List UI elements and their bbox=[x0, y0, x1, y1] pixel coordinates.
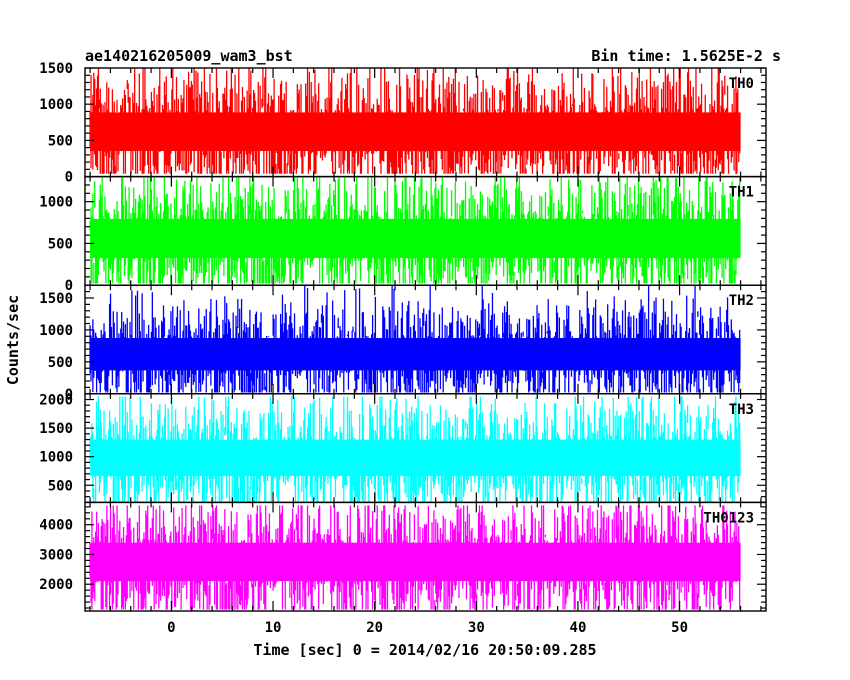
y-tick-label: 1500 bbox=[39, 291, 73, 307]
x-tick-label: 10 bbox=[265, 620, 282, 636]
chart-title: ae140216205009_wam3_bst bbox=[85, 47, 293, 65]
y-tick-label: 2000 bbox=[39, 393, 73, 409]
x-tick-label: 40 bbox=[570, 620, 587, 636]
x-tick-label: 0 bbox=[167, 620, 175, 636]
y-tick-label: 0 bbox=[65, 170, 73, 186]
y-tick-label: 3000 bbox=[39, 547, 73, 563]
y-axis-label: Counts/sec bbox=[4, 295, 22, 385]
y-tick-label: 1500 bbox=[39, 421, 73, 437]
series-th0 bbox=[89, 68, 741, 174]
y-tick-label: 1500 bbox=[39, 61, 73, 77]
x-tick-label: 20 bbox=[366, 620, 383, 636]
panel-label: TH3 bbox=[729, 402, 754, 418]
y-tick-label: 500 bbox=[48, 133, 73, 149]
panel-th0123: 2000 3000 4000 TH0123 bbox=[39, 501, 767, 612]
y-tick-label: 1000 bbox=[39, 195, 73, 211]
panel-label: TH1 bbox=[729, 185, 754, 201]
series-th2 bbox=[89, 285, 741, 393]
y-tick-label: 2000 bbox=[39, 577, 73, 593]
panel-label: TH0123 bbox=[703, 510, 754, 526]
x-tick-label: 30 bbox=[468, 620, 485, 636]
y-tick-label: 500 bbox=[48, 236, 73, 252]
y-tick-label: 0 bbox=[65, 278, 73, 294]
panel-label: TH2 bbox=[729, 293, 754, 309]
series-th1 bbox=[89, 176, 741, 284]
y-tick-label: 1000 bbox=[39, 450, 73, 466]
series-th3 bbox=[89, 396, 741, 503]
panel-th1: 0 500 1000 TH1 bbox=[39, 175, 767, 294]
y-tick-label: 500 bbox=[48, 355, 73, 371]
x-tick-label: 50 bbox=[671, 620, 688, 636]
y-tick-label: 1000 bbox=[39, 97, 73, 113]
panel-th2: 0 500 1000 1500 TH2 bbox=[39, 284, 767, 403]
y-tick-label: 1000 bbox=[39, 323, 73, 339]
series-th0123 bbox=[89, 505, 741, 610]
y-tick-label: 0 bbox=[65, 387, 73, 403]
panel-th3: 500 1000 1500 2000 TH3 bbox=[39, 393, 767, 504]
panel-th0: 0 500 1000 1500 TH0 bbox=[39, 61, 767, 186]
y-tick-label: 4000 bbox=[39, 518, 73, 534]
x-axis-label: Time [sec] 0 = 2014/02/16 20:50:09.285 bbox=[253, 641, 596, 659]
panel-frame bbox=[84, 501, 767, 612]
y-tick-label: 500 bbox=[48, 478, 73, 494]
panel-label: TH0 bbox=[729, 76, 754, 92]
bin-time-label: Bin time: 1.5625E-2 s bbox=[591, 47, 781, 65]
